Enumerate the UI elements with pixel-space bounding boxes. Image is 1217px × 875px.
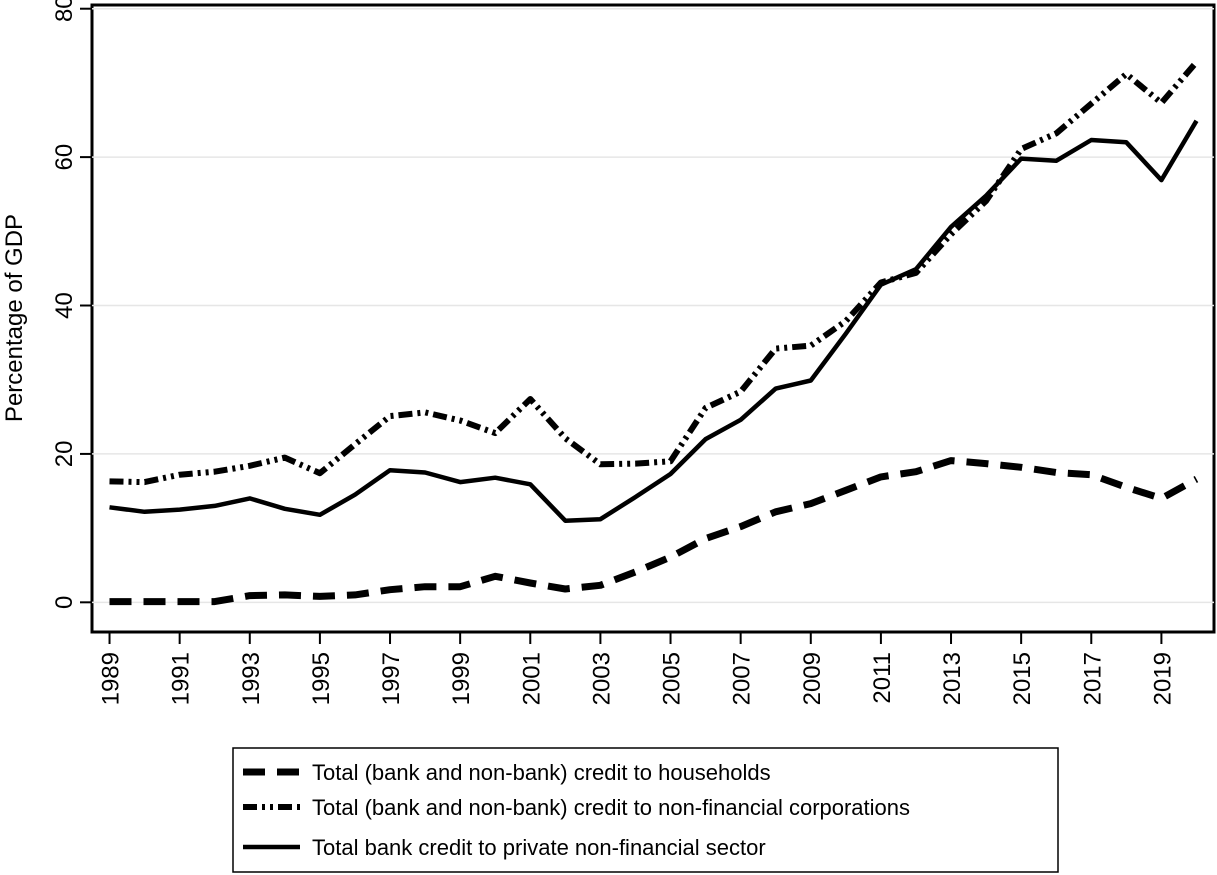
series-lines	[109, 60, 1199, 606]
x-tick-label: 2013	[939, 652, 966, 705]
legend: Total (bank and non-bank) credit to hous…	[232, 747, 1059, 873]
x-tick-label: 1999	[448, 652, 475, 705]
y-axis-title: Percentage of GDP	[1, 214, 28, 422]
x-tick-label: 2003	[588, 652, 615, 705]
x-tick-label: 2015	[1009, 652, 1036, 705]
x-tick-label: 1997	[378, 652, 405, 705]
x-tick-label: 2017	[1079, 652, 1106, 705]
x-tick-label: 2007	[729, 652, 756, 705]
series-line-1	[109, 457, 1199, 606]
y-tick-label: 20	[51, 441, 78, 468]
y-tick-label: 0	[51, 596, 78, 609]
y-tick-label: 60	[51, 144, 78, 171]
series-line-2	[109, 60, 1199, 486]
plot-frame	[90, 3, 1216, 634]
x-tick-label: 2019	[1149, 652, 1176, 705]
x-tick-label: 2011	[869, 652, 896, 704]
x-tick-label: 2001	[518, 652, 545, 705]
x-tick-label: 1991	[168, 652, 195, 705]
x-tick-label: 2005	[659, 652, 686, 705]
legend-label-3: Total bank credit to private non-financi…	[312, 835, 766, 860]
y-tick-label: 80	[51, 0, 78, 22]
legend-box	[232, 747, 1059, 873]
x-tick-label: 1993	[238, 652, 265, 705]
x-tick-label: 1989	[98, 652, 125, 705]
x-axis: 1989 1991 1993 1995 1997 1999 2001 2003 2005 2007…	[98, 632, 1176, 705]
y-tick-label: 40	[51, 292, 78, 319]
legend-label-2: Total (bank and non-bank) credit to non-…	[312, 795, 910, 820]
y-axis: 0 20 40 60 80	[51, 0, 92, 609]
x-tick-label: 1995	[308, 652, 335, 705]
series-line-3	[109, 119, 1199, 523]
x-tick-label: 2009	[799, 652, 826, 705]
gridlines	[92, 7, 1214, 604]
legend-label-1: Total (bank and non-bank) credit to hous…	[312, 760, 771, 785]
